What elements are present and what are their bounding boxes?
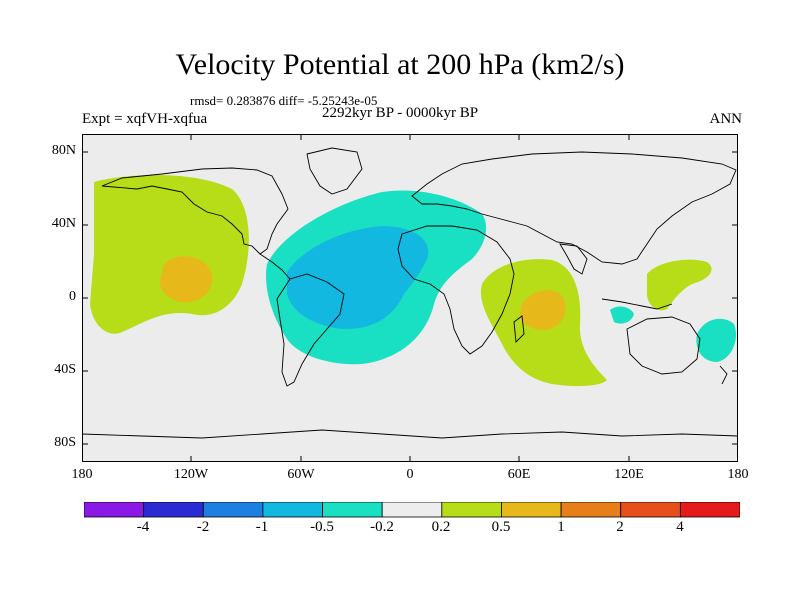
colorbar-box: [202, 502, 264, 518]
antarctica-coast: [82, 429, 738, 439]
colorbar-box: [84, 502, 145, 518]
indonesia-coast: [601, 298, 673, 310]
central-america-coast: [259, 253, 291, 280]
africa-coast: [397, 225, 515, 355]
colorbar-label: -0.2: [370, 519, 394, 535]
colorbar-label: -2: [196, 519, 210, 535]
stats-text: rmsd= 0.283876 diff= -5.25243e-05: [190, 93, 378, 108]
colorbar-label: 2: [616, 519, 624, 535]
lat-label-80s: 80S: [54, 435, 76, 450]
indian-positive-core: [520, 290, 566, 330]
australia-coast: [626, 316, 701, 375]
season-label: ANN: [709, 111, 743, 127]
maritime-negative-region: [610, 306, 634, 324]
west-pacific-positive-region: [647, 259, 712, 311]
lon-label-180w: 180: [71, 467, 93, 482]
plot-title: Velocity Potential at 200 hPa (km2/s): [175, 48, 625, 81]
experiment-label: Expt = xqfVH-xqfua: [82, 111, 208, 127]
tick-marks: [82, 134, 738, 462]
colorbar-label: -1: [255, 519, 269, 535]
colorbar-box: [262, 502, 323, 518]
colorbar-box: [620, 502, 681, 518]
coral-sea-negative-region: [696, 318, 737, 362]
colorbar: [84, 502, 740, 518]
colorbar-box: [381, 502, 443, 518]
lon-label-120e: 120E: [614, 467, 644, 482]
lat-label-40s: 40S: [54, 362, 76, 377]
colorbar-box: [501, 502, 562, 518]
colorbar-box: [441, 502, 502, 518]
colorbar-label: 4: [676, 519, 684, 535]
colorbar-box: [679, 502, 740, 518]
eurasia-coast: [411, 151, 737, 265]
colorbar-label: -4: [136, 519, 150, 535]
colorbar-box: [143, 502, 204, 518]
colorbar-label: -0.5: [310, 519, 334, 535]
lon-label-180e: 180: [727, 467, 749, 482]
colorbar-label: 1: [557, 519, 565, 535]
map-plot: [82, 134, 738, 462]
lat-label-80n: 80N: [51, 143, 76, 158]
lon-label-60e: 60E: [507, 467, 531, 482]
colorbar-label: 0.2: [431, 519, 451, 535]
colorbar-label: 0.5: [491, 519, 511, 535]
greenland-coast: [306, 147, 363, 195]
madagascar-coast: [513, 315, 525, 343]
lon-label-60w: 60W: [287, 467, 315, 482]
lat-label-40n: 40N: [51, 216, 76, 231]
new-zealand-coast: [719, 365, 728, 385]
lon-label-0: 0: [406, 467, 414, 482]
colorbar-box: [322, 502, 383, 518]
period-text: 2292kyr BP - 0000kyr BP: [321, 105, 479, 121]
colorbar-box: [560, 502, 622, 518]
lon-label-120w: 120W: [173, 467, 209, 482]
coastlines: [82, 147, 738, 439]
pacific-positive-region: [90, 174, 249, 334]
atlantic-negative-core: [287, 226, 429, 329]
pacific-positive-core: [160, 256, 212, 303]
india-coast: [559, 243, 588, 275]
lat-label-0: 0: [69, 289, 76, 304]
south-america-coast: [276, 273, 345, 387]
